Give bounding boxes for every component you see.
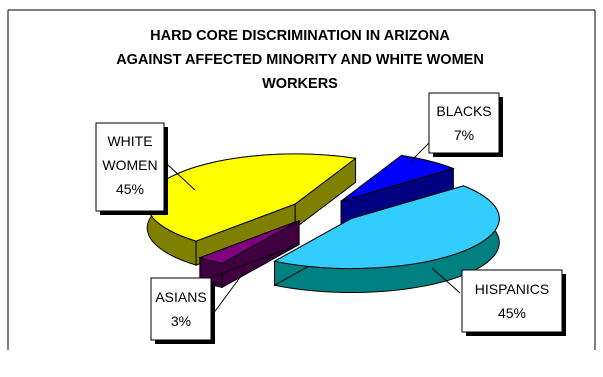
chart-title: HARD CORE DISCRIMINATION IN ARIZONA AGAI… (116, 28, 484, 92)
slice-blacks-top (340, 154, 455, 202)
label-line: 3% (171, 313, 191, 329)
label-white-women: WHITE WOMEN 45% (95, 122, 168, 215)
leader-line-blacks (409, 139, 433, 163)
label-line: 45% (116, 181, 144, 197)
label-hispanics: HISPANICS 45% (461, 269, 566, 336)
label-box (150, 277, 212, 341)
label-line: ASIANS (155, 289, 206, 305)
label-asians: ASIANS 3% (150, 277, 215, 344)
title-line-2: AGAINST AFFECTED MINORITY AND WHITE WOME… (116, 52, 484, 68)
leader-line-asians (209, 271, 245, 319)
title-line-3: WORKERS (262, 76, 338, 92)
label-line: 7% (454, 127, 474, 143)
label-line: BLACKS (436, 103, 491, 119)
label-box (95, 122, 165, 212)
label-blacks: BLACKS 7% (428, 92, 503, 157)
leader-line-hispanics (431, 267, 461, 294)
slice-white-women-top (146, 153, 357, 242)
label-line: 45% (498, 305, 526, 321)
leader-lines (167, 139, 461, 319)
slice-hispanics (273, 185, 500, 294)
label-line: WOMEN (102, 157, 157, 173)
title-line-1: HARD CORE DISCRIMINATION IN ARIZONA (150, 28, 450, 44)
label-box (461, 269, 563, 333)
slice-asians-top (198, 220, 300, 264)
label-line: HISPANICS (475, 281, 549, 297)
label-box (428, 92, 500, 154)
slice-hispanics-top (273, 185, 500, 270)
slice-blacks (340, 154, 455, 227)
leader-line-white-women (167, 164, 196, 191)
pie-slices (146, 153, 500, 294)
label-line: WHITE (107, 133, 152, 149)
